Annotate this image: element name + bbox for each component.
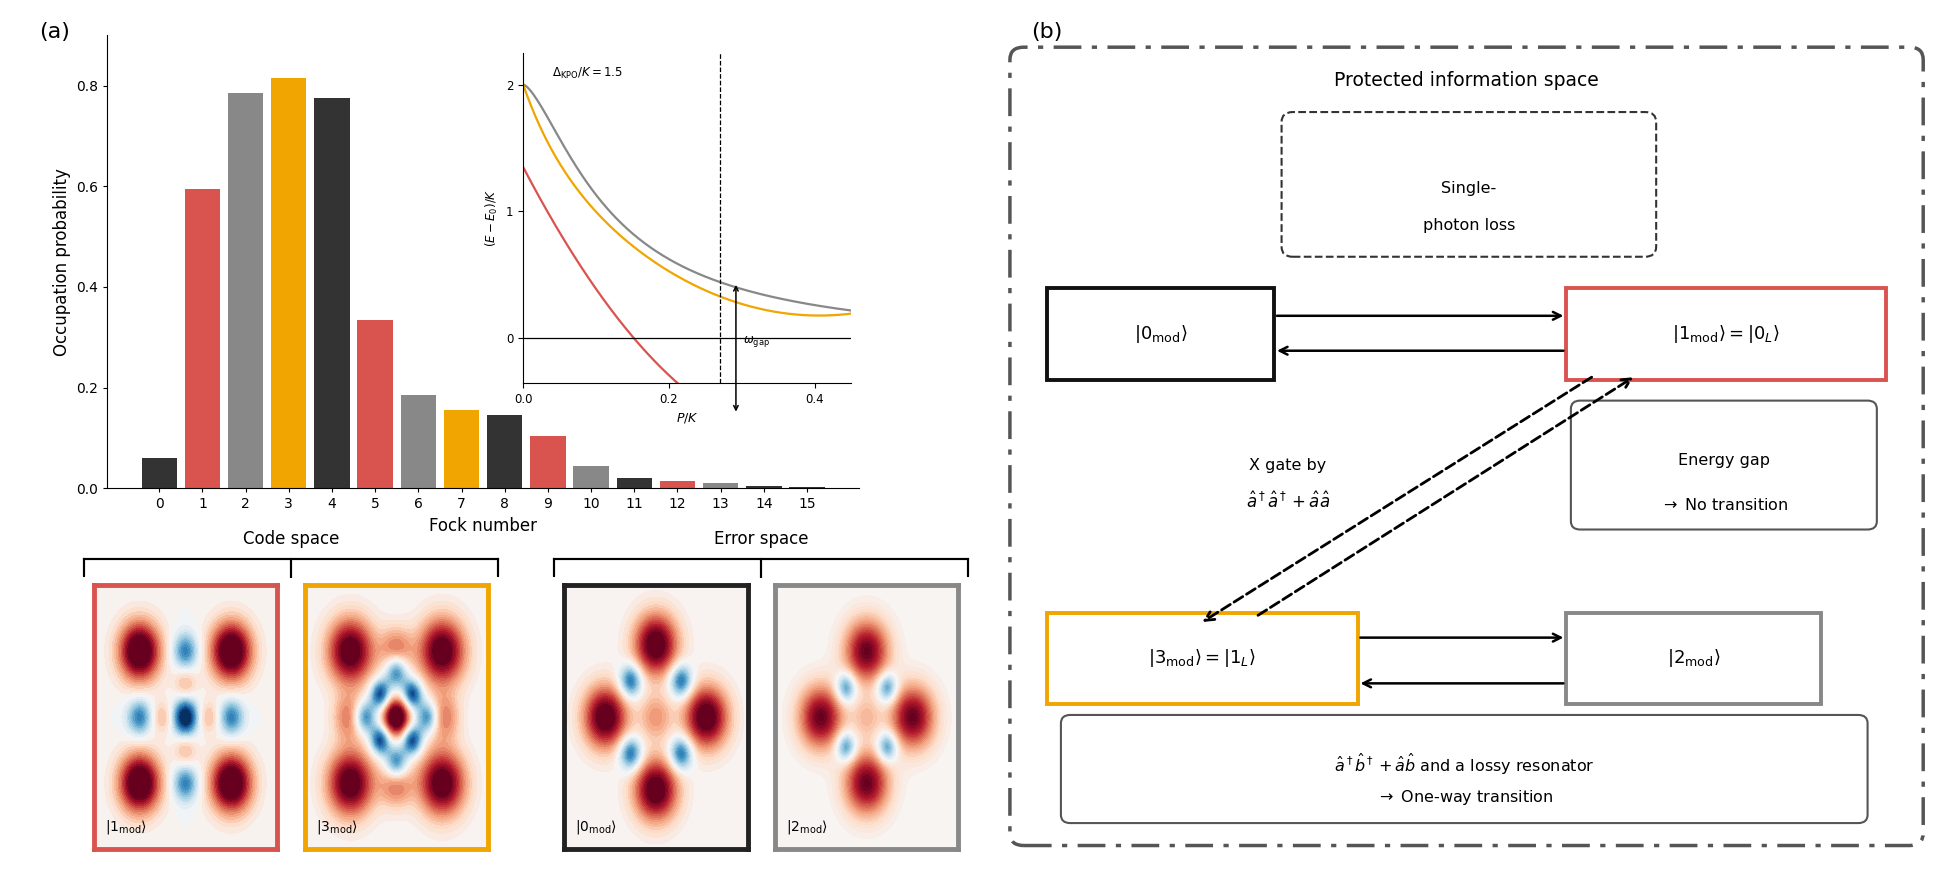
FancyBboxPatch shape bbox=[1046, 612, 1359, 704]
Bar bbox=[746, 486, 781, 488]
Bar bbox=[400, 395, 435, 488]
Bar bbox=[185, 189, 221, 488]
Bar bbox=[531, 436, 566, 488]
Bar bbox=[443, 410, 480, 488]
FancyBboxPatch shape bbox=[1571, 400, 1878, 530]
Text: $\rightarrow$ One-way transition: $\rightarrow$ One-way transition bbox=[1376, 788, 1554, 807]
Bar bbox=[703, 483, 738, 488]
Bar bbox=[314, 99, 349, 488]
Text: $\Delta_{\mathrm{KPO}}/K = 1.5$: $\Delta_{\mathrm{KPO}}/K = 1.5$ bbox=[552, 65, 623, 81]
Text: (b): (b) bbox=[1031, 22, 1062, 42]
Text: $\hat{a}^\dagger\hat{a}^\dagger + \hat{a}\hat{a}$: $\hat{a}^\dagger\hat{a}^\dagger + \hat{a… bbox=[1245, 492, 1329, 512]
Bar bbox=[617, 479, 652, 488]
Text: $|1_{\mathrm{mod}}\rangle = |0_L\rangle$: $|1_{\mathrm{mod}}\rangle = |0_L\rangle$ bbox=[1673, 323, 1780, 345]
Bar bbox=[357, 319, 392, 488]
FancyBboxPatch shape bbox=[1046, 289, 1275, 380]
Bar bbox=[228, 93, 264, 488]
Text: X gate by: X gate by bbox=[1249, 458, 1327, 473]
Text: $|2_{\mathrm{mod}}\rangle$: $|2_{\mathrm{mod}}\rangle$ bbox=[787, 818, 828, 836]
FancyBboxPatch shape bbox=[1566, 612, 1821, 704]
FancyBboxPatch shape bbox=[1282, 112, 1655, 257]
Bar bbox=[142, 458, 178, 488]
Text: (a): (a) bbox=[39, 22, 70, 42]
Text: $\hat{a}^\dagger\hat{b}^\dagger + \hat{a}\hat{b}$ and a lossy resonator: $\hat{a}^\dagger\hat{b}^\dagger + \hat{a… bbox=[1333, 752, 1595, 776]
Text: $|2_{\mathrm{mod}}\rangle$: $|2_{\mathrm{mod}}\rangle$ bbox=[1667, 647, 1720, 669]
Y-axis label: Occupation probability: Occupation probability bbox=[53, 168, 70, 356]
Bar bbox=[486, 415, 523, 488]
Text: $|3_{\mathrm{mod}}\rangle$: $|3_{\mathrm{mod}}\rangle$ bbox=[316, 818, 357, 836]
Text: $|0_{\mathrm{mod}}\rangle$: $|0_{\mathrm{mod}}\rangle$ bbox=[576, 818, 617, 836]
FancyBboxPatch shape bbox=[1009, 48, 1923, 846]
Bar bbox=[271, 78, 306, 488]
FancyBboxPatch shape bbox=[1062, 715, 1868, 823]
Text: Code space: Code space bbox=[242, 531, 340, 548]
Bar bbox=[789, 487, 824, 488]
Text: photon loss: photon loss bbox=[1423, 218, 1515, 233]
FancyBboxPatch shape bbox=[1566, 289, 1886, 380]
Text: $\omega_{\mathrm{gap}}$: $\omega_{\mathrm{gap}}$ bbox=[744, 334, 771, 349]
Text: $|0_{\mathrm{mod}}\rangle$: $|0_{\mathrm{mod}}\rangle$ bbox=[1134, 323, 1187, 345]
Text: Single-: Single- bbox=[1441, 181, 1497, 196]
Text: $|1_{\mathrm{mod}}\rangle$: $|1_{\mathrm{mod}}\rangle$ bbox=[105, 818, 146, 836]
Bar bbox=[574, 466, 609, 488]
Text: $|3_{\mathrm{mod}}\rangle = |1_L\rangle$: $|3_{\mathrm{mod}}\rangle = |1_L\rangle$ bbox=[1148, 647, 1257, 669]
Bar bbox=[660, 480, 695, 488]
Text: Error space: Error space bbox=[714, 531, 808, 548]
Text: Protected information space: Protected information space bbox=[1333, 71, 1599, 90]
Text: $\rightarrow$ No transition: $\rightarrow$ No transition bbox=[1659, 496, 1788, 512]
Text: Energy gap: Energy gap bbox=[1679, 453, 1770, 468]
X-axis label: Fock number: Fock number bbox=[429, 517, 537, 535]
Y-axis label: $(E - E_0)/K$: $(E - E_0)/K$ bbox=[484, 188, 500, 247]
X-axis label: $P/K$: $P/K$ bbox=[675, 411, 699, 425]
